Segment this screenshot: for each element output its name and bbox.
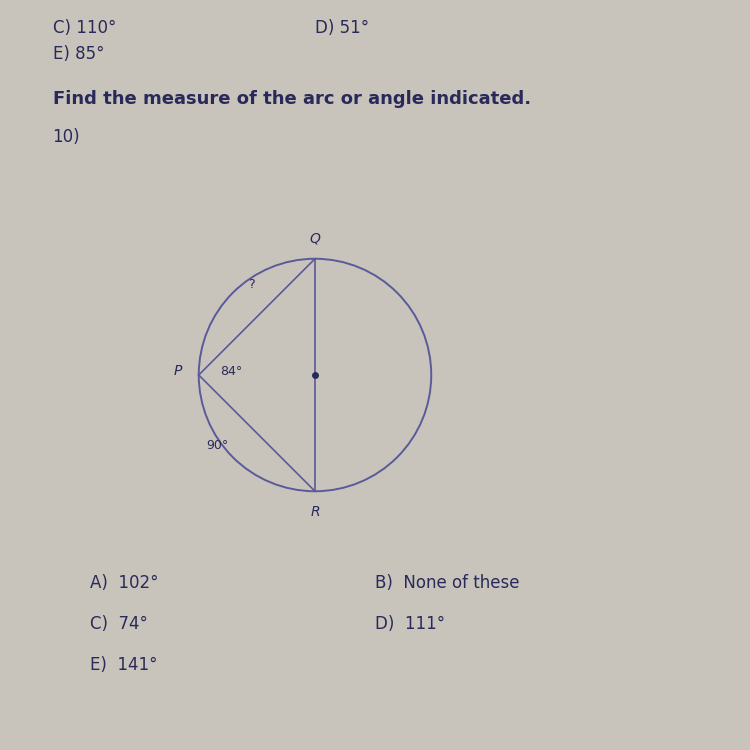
- Text: B)  None of these: B) None of these: [375, 574, 520, 592]
- Text: E)  141°: E) 141°: [90, 656, 158, 674]
- Text: D)  111°: D) 111°: [375, 615, 446, 633]
- Text: R: R: [310, 505, 320, 519]
- Text: Find the measure of the arc or angle indicated.: Find the measure of the arc or angle ind…: [53, 90, 531, 108]
- Text: D) 51°: D) 51°: [315, 19, 369, 37]
- Text: 90°: 90°: [206, 439, 229, 452]
- Text: 10): 10): [53, 128, 80, 146]
- Text: 84°: 84°: [220, 364, 242, 378]
- Text: P: P: [174, 364, 182, 378]
- Text: ?: ?: [248, 278, 254, 292]
- Text: C)  74°: C) 74°: [90, 615, 148, 633]
- Text: C) 110°: C) 110°: [53, 19, 116, 37]
- Text: Q: Q: [310, 231, 320, 245]
- Text: E) 85°: E) 85°: [53, 45, 104, 63]
- Text: A)  102°: A) 102°: [90, 574, 158, 592]
